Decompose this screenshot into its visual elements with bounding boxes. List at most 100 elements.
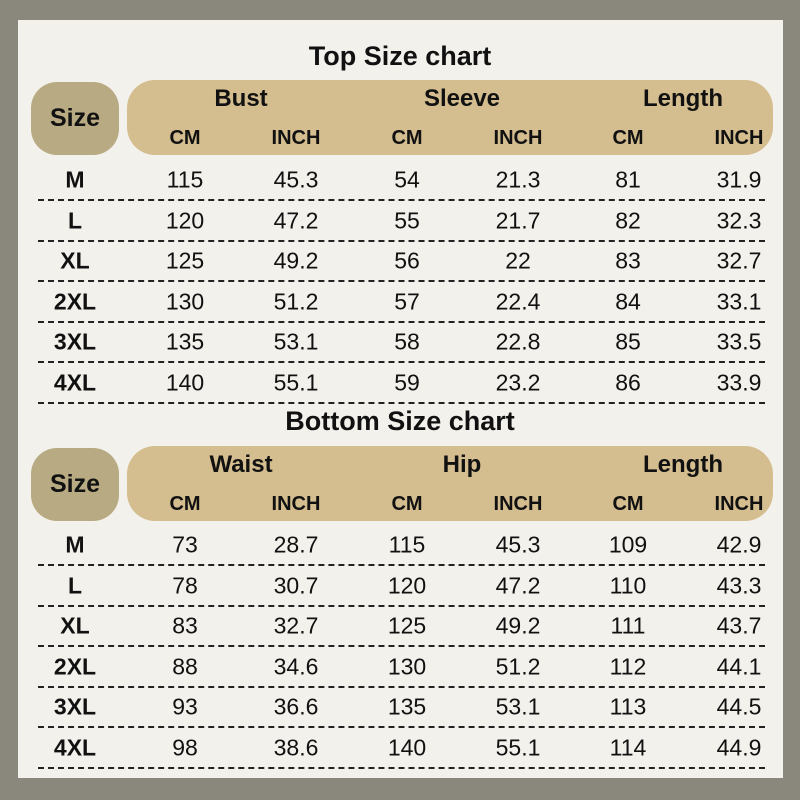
- table-cell: 114: [609, 734, 647, 760]
- table-cell: 135: [165, 328, 205, 355]
- table-cell: 85: [615, 328, 641, 355]
- table-cell: 93: [172, 693, 198, 720]
- table-cell: 86: [615, 369, 641, 395]
- table-cell: 59: [394, 369, 420, 395]
- row-divider: [38, 726, 765, 728]
- size-header: Size: [31, 82, 119, 155]
- unit-header: CM: [391, 493, 423, 515]
- size-label: XL: [60, 247, 90, 274]
- table-cell: 73: [172, 531, 198, 558]
- unit-header: INCH: [493, 127, 543, 149]
- size-label: 4XL: [53, 369, 97, 395]
- table-cell: 32.3: [716, 207, 762, 233]
- table-cell: 83: [172, 612, 198, 639]
- table-cell: 33.5: [716, 328, 762, 355]
- table-cell: 55: [394, 207, 420, 233]
- table-cell: 38.6: [273, 734, 319, 760]
- row-divider: [38, 766, 765, 769]
- table-cell: 47.2: [495, 572, 541, 598]
- table-cell: 22: [505, 247, 531, 274]
- row-divider: [38, 685, 765, 688]
- table-cell: 43.7: [716, 612, 762, 639]
- header-band: [127, 80, 773, 155]
- column-group-header: Length: [643, 85, 723, 112]
- unit-header: INCH: [493, 493, 543, 515]
- table-cell: 33.9: [716, 369, 762, 395]
- size-label: 2XL: [53, 288, 97, 314]
- table-cell: 113: [609, 693, 647, 720]
- table-cell: 44.1: [716, 653, 762, 679]
- table-cell: 110: [609, 572, 647, 598]
- table-cell: 31.9: [716, 166, 762, 193]
- size-header: Size: [31, 448, 119, 521]
- table-cell: 81: [615, 166, 641, 193]
- row-divider: [38, 280, 765, 282]
- table-cell: 112: [609, 653, 647, 679]
- size-label: M: [65, 166, 85, 193]
- table-cell: 140: [165, 369, 205, 395]
- table-cell: 22.4: [495, 288, 541, 314]
- table-cell: 28.7: [273, 531, 319, 558]
- size-label: 3XL: [53, 328, 97, 355]
- table-cell: 21.7: [495, 207, 541, 233]
- table-cell: 42.9: [716, 531, 762, 558]
- unit-header: CM: [391, 127, 423, 149]
- unit-header: INCH: [271, 127, 321, 149]
- table-cell: 55.1: [273, 369, 319, 395]
- size-label: L: [67, 207, 83, 233]
- unit-header: INCH: [714, 127, 764, 149]
- table-cell: 109: [608, 531, 648, 558]
- table-cell: 36.6: [273, 693, 319, 720]
- row-divider: [38, 564, 765, 566]
- size-label: 3XL: [53, 693, 97, 720]
- table-title: Top Size chart: [308, 41, 492, 71]
- size-label: L: [67, 572, 83, 598]
- table-cell: 56: [394, 247, 420, 274]
- size-label: XL: [60, 612, 90, 639]
- table-cell: 23.2: [495, 369, 541, 395]
- table-cell: 55.1: [495, 734, 541, 760]
- table-cell: 120: [165, 207, 205, 233]
- table-cell: 45.3: [273, 166, 319, 193]
- column-group-header: Sleeve: [423, 85, 501, 112]
- unit-header: INCH: [714, 493, 764, 515]
- unit-header: CM: [612, 493, 644, 515]
- table-cell: 125: [387, 612, 427, 639]
- unit-header: CM: [169, 493, 201, 515]
- table-cell: 84: [615, 288, 641, 314]
- table-cell: 44.5: [716, 693, 762, 720]
- table-title: Bottom Size chart: [285, 406, 515, 436]
- table-cell: 22.8: [495, 328, 541, 355]
- table-cell: 49.2: [273, 247, 319, 274]
- row-divider: [38, 239, 765, 242]
- table-cell: 32.7: [716, 247, 762, 274]
- table-cell: 53.1: [273, 328, 319, 355]
- row-divider: [38, 199, 765, 201]
- row-divider: [38, 645, 765, 647]
- row-divider: [38, 604, 765, 607]
- column-group-header: Bust: [214, 85, 268, 112]
- table-cell: 30.7: [273, 572, 319, 598]
- table-cell: 120: [387, 572, 427, 598]
- table-cell: 82: [615, 207, 641, 233]
- table-cell: 43.3: [716, 572, 762, 598]
- table-cell: 53.1: [495, 693, 541, 720]
- table-cell: 49.2: [495, 612, 541, 639]
- unit-header: CM: [612, 127, 644, 149]
- row-divider: [38, 320, 765, 323]
- table-cell: 57: [394, 288, 420, 314]
- table-cell: 111: [610, 612, 646, 639]
- table-cell: 51.2: [495, 653, 541, 679]
- table-cell: 125: [165, 247, 205, 274]
- table-cell: 135: [387, 693, 427, 720]
- column-group-header: Hip: [442, 451, 482, 478]
- table-cell: 115: [388, 531, 426, 558]
- table-cell: 33.1: [716, 288, 762, 314]
- table-cell: 78: [172, 572, 198, 598]
- size-label: 2XL: [53, 653, 97, 679]
- table-cell: 58: [394, 328, 420, 355]
- row-divider: [38, 401, 765, 404]
- size-label: M: [65, 531, 85, 558]
- table-cell: 83: [615, 247, 641, 274]
- table-cell: 140: [387, 734, 427, 760]
